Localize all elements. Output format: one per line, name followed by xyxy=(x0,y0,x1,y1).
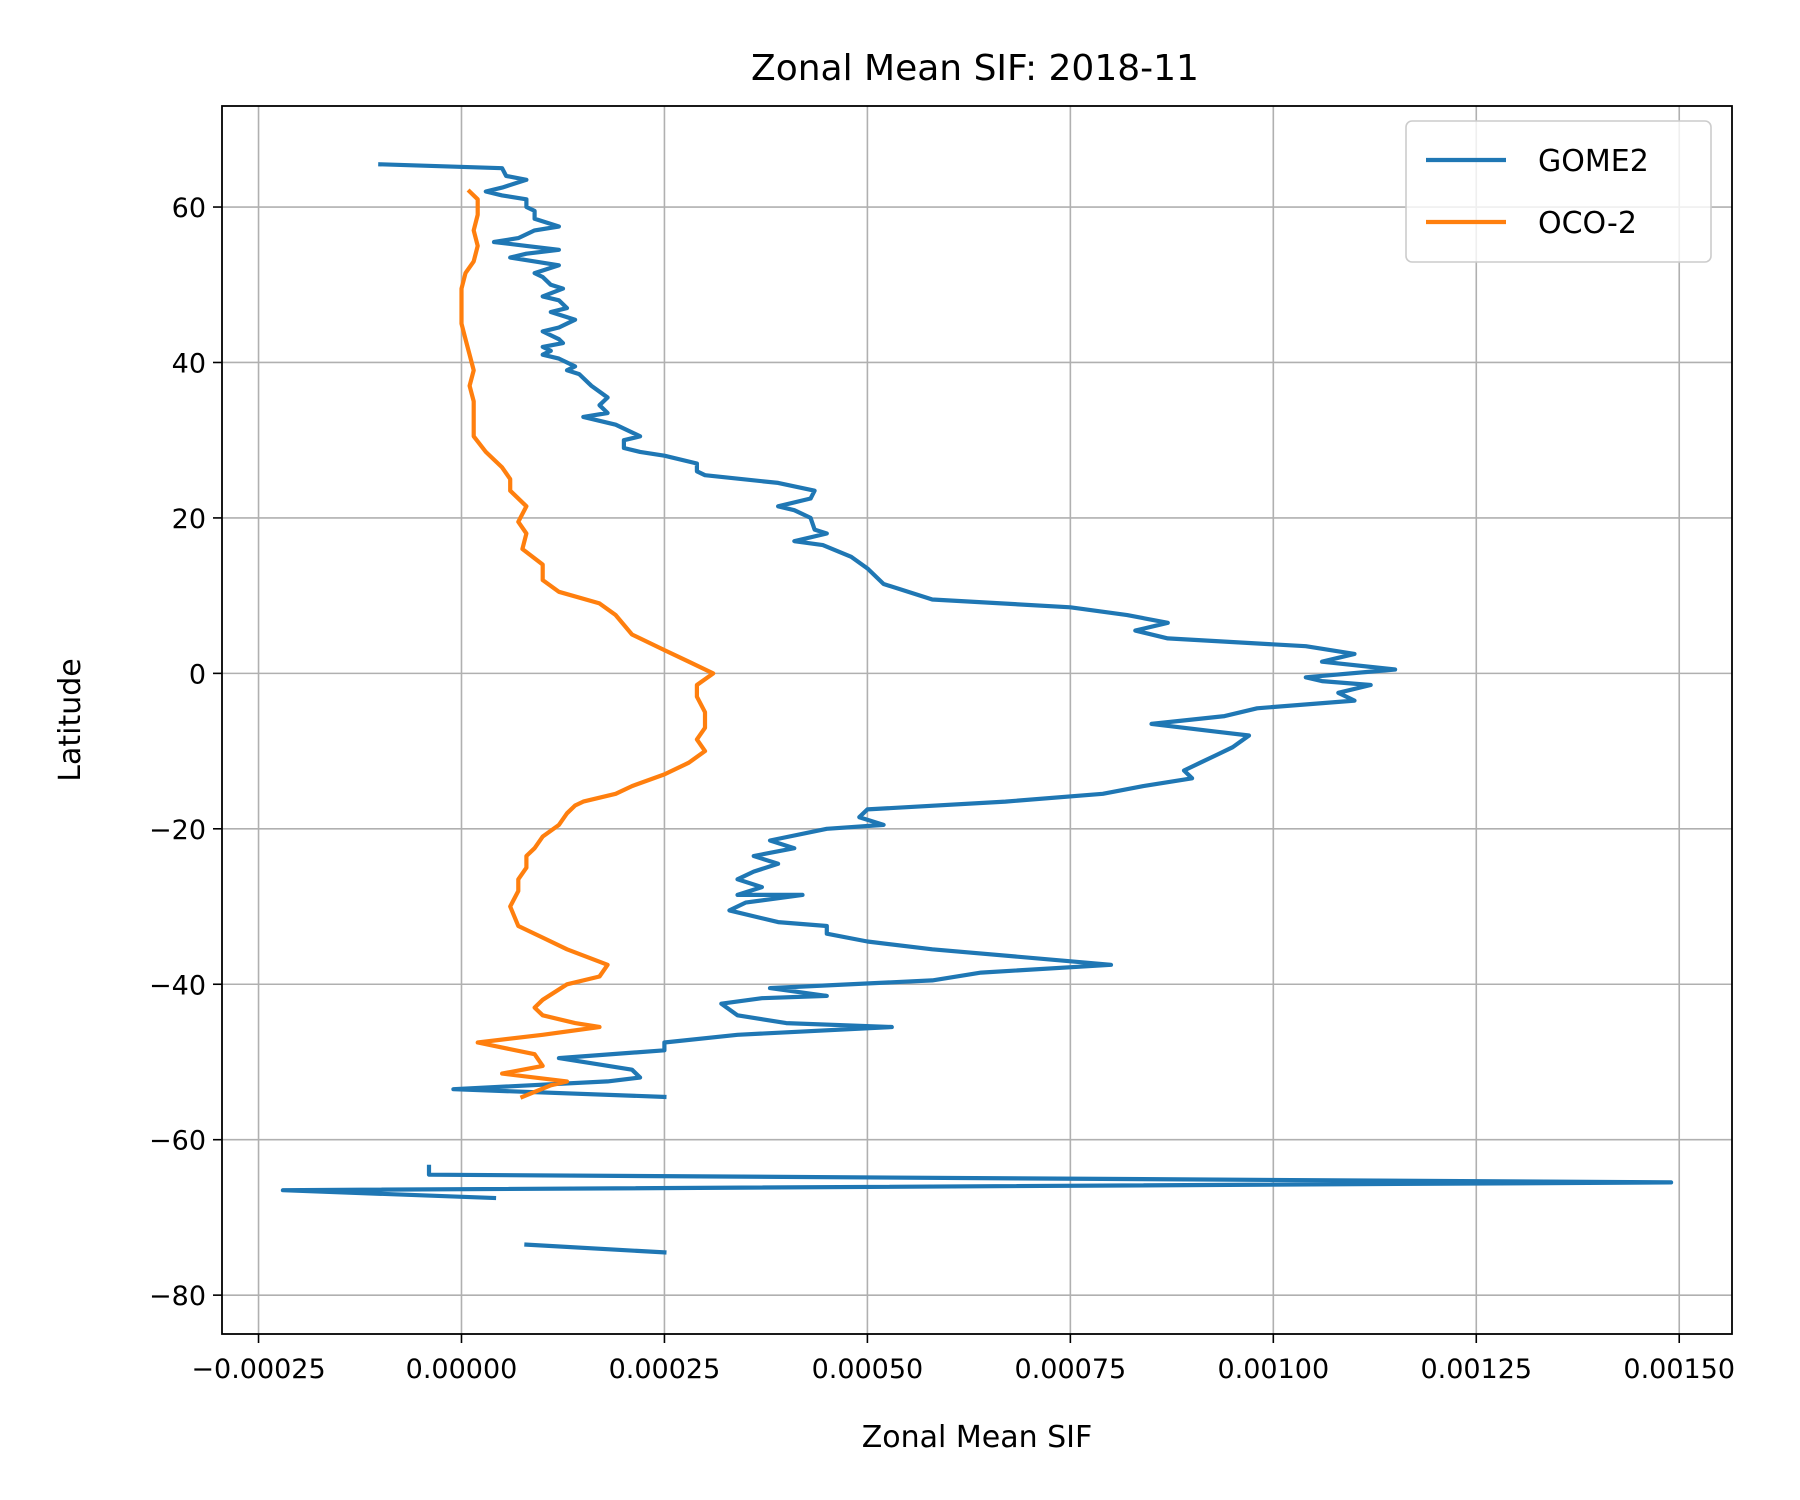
series-lines xyxy=(280,162,1674,1255)
chart-title: Zonal Mean SIF: 2018-11 xyxy=(751,48,1199,89)
x-axis-ticks: −0.00025 0.00000 0.00025 0.00050 0.00075 0.00… xyxy=(191,1334,1735,1385)
x-tick-label: 0.00100 xyxy=(1217,1354,1329,1385)
series-line-oco2 xyxy=(459,188,716,1100)
x-tick-label: 0.00075 xyxy=(1015,1354,1127,1385)
y-axis-label: Latitude xyxy=(53,658,88,781)
x-tick-label: 0.00125 xyxy=(1420,1354,1532,1385)
legend-label-oco2: OCO-2 xyxy=(1538,206,1637,241)
y-tick-label: −80 xyxy=(149,1281,206,1312)
y-tick-label: −60 xyxy=(149,1126,206,1157)
y-tick-label: 60 xyxy=(172,193,206,224)
x-tick-label: 0.00000 xyxy=(406,1354,518,1385)
series-line-gome2 xyxy=(524,1242,667,1255)
x-tick-label: −0.00025 xyxy=(191,1354,325,1385)
series-line-gome2 xyxy=(378,162,1398,1100)
y-tick-label: 40 xyxy=(172,348,206,379)
y-tick-label: −20 xyxy=(149,815,206,846)
y-axis-ticks: −80 −60 −40 −20 0 20 40 60 xyxy=(149,193,222,1312)
y-tick-label: 0 xyxy=(189,659,206,690)
x-axis-label: Zonal Mean SIF xyxy=(862,1420,1093,1455)
x-tick-label: 0.00050 xyxy=(812,1354,924,1385)
legend-box xyxy=(1405,120,1712,263)
x-tick-label: 0.00025 xyxy=(609,1354,721,1385)
legend-label-gome2: GOME2 xyxy=(1538,144,1649,179)
grid-lines xyxy=(222,106,1732,1334)
y-tick-label: 20 xyxy=(172,504,206,535)
x-tick-label: 0.00150 xyxy=(1623,1354,1735,1385)
plot-frame xyxy=(221,105,1733,1335)
y-tick-label: −40 xyxy=(149,970,206,1001)
legend: GOME2 OCO-2 xyxy=(1405,120,1712,263)
series-line-gome2 xyxy=(280,1164,1674,1201)
